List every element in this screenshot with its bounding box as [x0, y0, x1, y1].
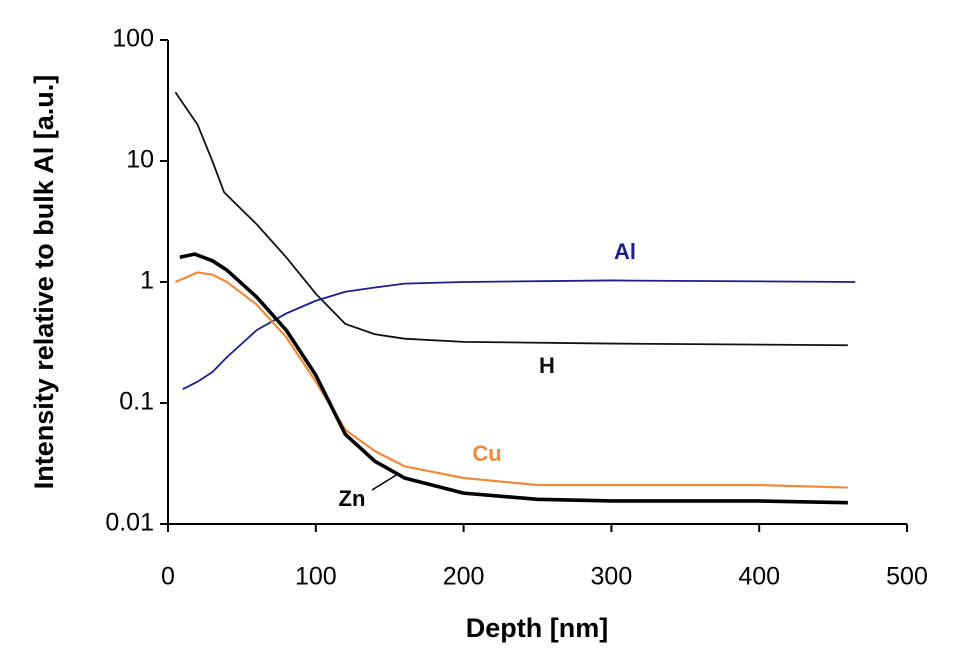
series-line — [179, 252, 848, 505]
label-leader — [371, 473, 399, 491]
y-tick-label: 1 — [140, 267, 154, 295]
series-label: Zn — [339, 486, 366, 511]
x-axis-label: Depth [nm] — [466, 613, 608, 643]
series-line — [174, 271, 848, 489]
y-tick-label: 10 — [126, 146, 154, 174]
series-label: Cu — [472, 441, 501, 466]
y-tick-label: 0.1 — [119, 388, 154, 416]
series-label: H — [539, 353, 555, 378]
x-tick-label: 300 — [591, 563, 633, 591]
y-tick-label: 100 — [112, 25, 154, 53]
x-tick-label: 400 — [738, 563, 780, 591]
x-tick-label: 500 — [886, 563, 928, 591]
x-tick-label: 0 — [161, 563, 175, 591]
y-tick-label: 0.01 — [105, 509, 154, 537]
series-line — [174, 91, 848, 347]
y-axis-label: Intensity relative to bulk Al [a.u.] — [29, 75, 59, 490]
x-tick-label: 100 — [295, 563, 337, 591]
series-line — [182, 279, 856, 391]
series-label: Al — [614, 239, 636, 264]
x-tick-label: 200 — [443, 563, 485, 591]
